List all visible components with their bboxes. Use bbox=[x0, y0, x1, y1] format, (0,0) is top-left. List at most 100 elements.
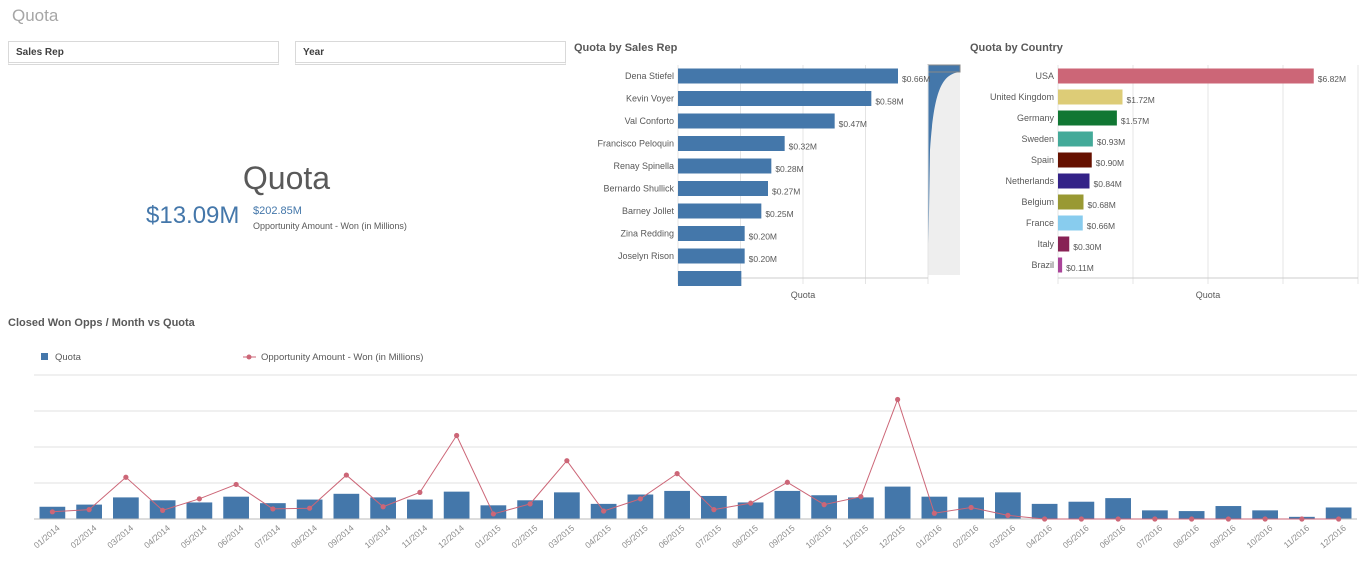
value-label: $1.72M bbox=[1127, 95, 1155, 105]
opportunity-point bbox=[380, 504, 386, 510]
bar bbox=[1058, 236, 1070, 252]
value-label: $0.25M bbox=[765, 209, 793, 219]
quota-bar bbox=[884, 486, 911, 519]
x-tick-label: 04/2014 bbox=[142, 523, 172, 551]
opportunity-point bbox=[1078, 516, 1084, 522]
quota-bar bbox=[1068, 501, 1095, 519]
opportunity-point bbox=[417, 489, 423, 495]
x-tick-label: 01/2015 bbox=[473, 523, 503, 551]
opportunity-point bbox=[601, 508, 607, 514]
x-tick-label: 03/2015 bbox=[546, 523, 576, 551]
category-label: Spain bbox=[1031, 155, 1054, 165]
x-tick-label: 09/2014 bbox=[326, 523, 356, 551]
opportunity-point bbox=[1336, 516, 1342, 522]
category-label: Renay Spinella bbox=[613, 161, 674, 171]
x-tick-label: 07/2016 bbox=[1134, 523, 1164, 551]
opportunity-point bbox=[307, 505, 313, 511]
x-tick-label: 12/2014 bbox=[436, 523, 466, 551]
x-tick-label: 06/2014 bbox=[215, 523, 245, 551]
x-axis-title: Quota bbox=[791, 290, 816, 300]
opportunity-point bbox=[123, 474, 129, 480]
opportunity-point bbox=[1299, 516, 1305, 522]
value-label: $0.58M bbox=[875, 97, 903, 107]
bar bbox=[678, 158, 772, 174]
x-tick-label: 08/2015 bbox=[730, 523, 760, 551]
bar bbox=[1058, 173, 1090, 189]
quota-bar bbox=[1142, 510, 1168, 519]
legend-swatch-quota bbox=[41, 353, 48, 360]
category-label: Francisco Peloquin bbox=[597, 139, 674, 149]
quota-bar bbox=[1105, 498, 1131, 519]
value-label: $0.93M bbox=[1097, 137, 1125, 147]
x-tick-label: 05/2015 bbox=[620, 523, 650, 551]
country-chart-title: Quota by Country bbox=[970, 42, 1063, 54]
category-label: Belgium bbox=[1021, 197, 1054, 207]
value-label: $0.27M bbox=[772, 187, 800, 197]
opportunity-point bbox=[1005, 512, 1011, 518]
opportunity-point bbox=[1262, 516, 1268, 522]
category-label: Dena Stiefel bbox=[625, 71, 674, 81]
category-label: Zina Redding bbox=[620, 229, 674, 239]
x-tick-label: 03/2014 bbox=[105, 523, 135, 551]
opportunity-point bbox=[196, 496, 202, 502]
opportunity-point bbox=[895, 396, 901, 403]
x-tick-label: 01/2016 bbox=[914, 523, 944, 551]
quota-bar bbox=[1325, 507, 1352, 519]
sheet-title: Quota bbox=[12, 6, 59, 25]
opportunity-point bbox=[1189, 516, 1195, 522]
category-label: Sweden bbox=[1021, 134, 1054, 144]
rep-chart-title: Quota by Sales Rep bbox=[574, 42, 678, 54]
opportunity-point bbox=[968, 504, 974, 511]
quota-bar bbox=[223, 496, 249, 519]
quota-bar bbox=[1031, 503, 1058, 519]
value-label: $0.20M bbox=[749, 254, 777, 264]
x-axis-title: Quota bbox=[1196, 290, 1221, 300]
x-tick-label: 10/2015 bbox=[803, 523, 833, 551]
bar bbox=[1058, 110, 1117, 126]
quota-bar bbox=[774, 490, 801, 519]
value-label: $0.68M bbox=[1088, 200, 1116, 210]
quota-bar bbox=[664, 490, 690, 519]
year-filter[interactable]: Year bbox=[295, 41, 566, 65]
value-label: $1.57M bbox=[1121, 116, 1149, 126]
value-label: $0.90M bbox=[1096, 158, 1124, 168]
value-label: $0.30M bbox=[1073, 242, 1101, 252]
opportunity-point bbox=[674, 471, 680, 477]
bar bbox=[1058, 194, 1084, 210]
bar bbox=[1058, 68, 1314, 84]
sales-rep-filter[interactable]: Sales Rep bbox=[8, 41, 279, 65]
opportunity-point bbox=[1152, 516, 1158, 522]
value-label: $0.20M bbox=[749, 232, 777, 242]
category-label: Brazil bbox=[1031, 260, 1054, 270]
opportunity-point bbox=[454, 432, 460, 439]
category-label: Kevin Voyer bbox=[626, 94, 674, 104]
bar bbox=[678, 68, 898, 84]
opportunity-point bbox=[86, 507, 92, 513]
x-tick-label: 11/2015 bbox=[841, 523, 871, 550]
bar bbox=[678, 226, 745, 241]
x-tick-label: 10/2016 bbox=[1244, 523, 1274, 551]
bar bbox=[678, 203, 762, 219]
value-label: $6.82M bbox=[1318, 74, 1346, 84]
closed-won-combo-chart[interactable]: Quota Opportunity Amount - Won (in Milli… bbox=[0, 338, 1365, 588]
country-bar-chart[interactable]: USA $6.82M United Kingdom $1.72M Germany $1.5… bbox=[966, 60, 1361, 310]
opportunity-point bbox=[343, 472, 349, 478]
x-tick-label: 07/2014 bbox=[252, 523, 282, 551]
kpi-main-value: $13.09M bbox=[146, 202, 240, 229]
opportunity-point bbox=[784, 479, 790, 485]
rep-bar-chart[interactable]: Dena Stiefel $0.66M Kevin Voyer $0.58M Val C… bbox=[570, 60, 965, 310]
x-tick-label: 09/2015 bbox=[767, 523, 797, 551]
opportunity-point bbox=[1225, 516, 1231, 522]
x-tick-label: 04/2015 bbox=[583, 523, 613, 551]
x-tick-label: 11/2016 bbox=[1282, 523, 1312, 550]
category-label: Barney Jollet bbox=[622, 206, 675, 216]
bar bbox=[1058, 152, 1092, 168]
x-tick-label: 12/2016 bbox=[1318, 523, 1348, 551]
x-tick-label: 09/2016 bbox=[1208, 523, 1238, 551]
bar bbox=[1058, 257, 1063, 273]
opportunity-point bbox=[564, 458, 570, 464]
bar bbox=[1058, 89, 1123, 105]
opportunity-point bbox=[490, 511, 496, 517]
category-label: Italy bbox=[1037, 239, 1054, 249]
x-tick-label: 04/2016 bbox=[1024, 523, 1054, 551]
